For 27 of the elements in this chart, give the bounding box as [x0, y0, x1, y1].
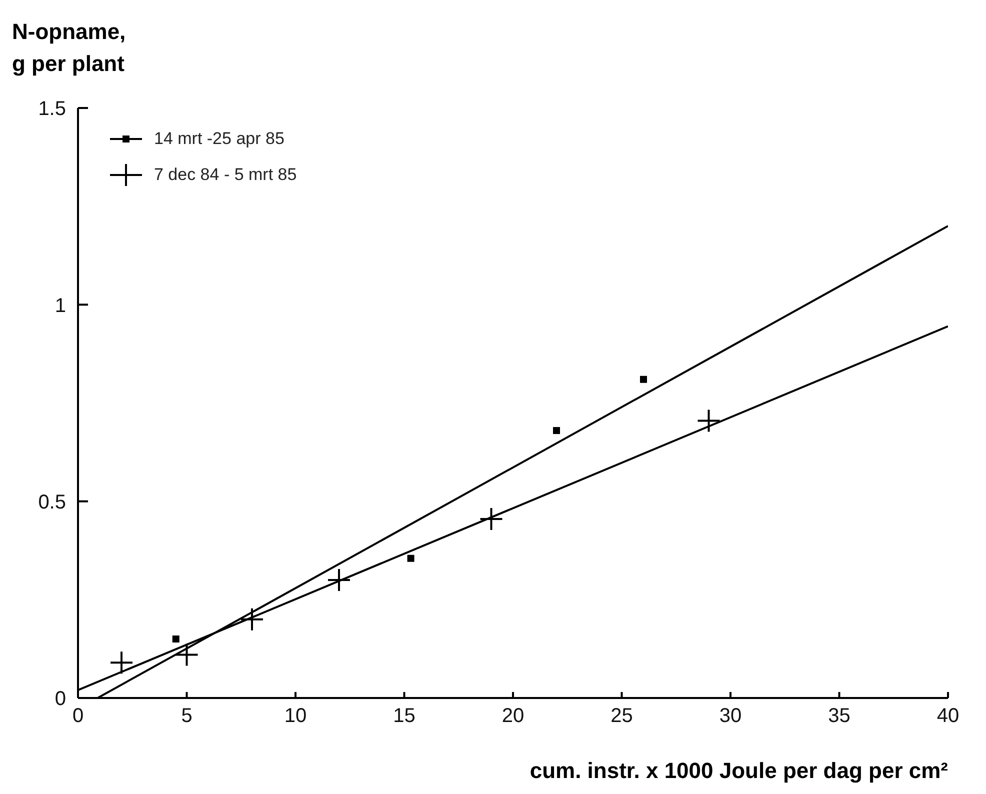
point: [640, 376, 647, 383]
point: [172, 636, 180, 642]
x-tick-label: 25: [610, 705, 633, 728]
x-tick-label: 5: [181, 705, 192, 728]
x-tick-label: 10: [284, 705, 307, 728]
x-tick-label: 30: [719, 705, 742, 728]
y-tick-label: 0: [54, 688, 66, 710]
point: [480, 508, 502, 530]
point: [698, 410, 720, 432]
x-tick-label: 40: [936, 705, 960, 728]
point: [328, 569, 350, 591]
legend-label: 7 dec 84 - 5 mrt 85: [154, 165, 297, 185]
y-tick-label: 0.5: [38, 491, 66, 514]
legend-label: 14 mrt -25 apr 85: [154, 129, 284, 149]
x-tick-label: 35: [828, 705, 850, 728]
y-tick-label: 1.5: [38, 98, 66, 120]
point: [176, 644, 198, 666]
y-tick-label: 1: [54, 294, 66, 317]
point: [241, 608, 263, 630]
x-tick-label: 0: [72, 705, 84, 728]
x-tick-label: 20: [502, 705, 524, 728]
x-axis-title: cum. instr. x 1000 Joule per dag per cm²: [530, 758, 948, 783]
point: [407, 554, 414, 562]
point: [553, 427, 560, 434]
point: [110, 652, 132, 674]
x-tick-label: 15: [393, 705, 416, 728]
y-axis-title: N-opname, g per plant: [12, 18, 126, 78]
